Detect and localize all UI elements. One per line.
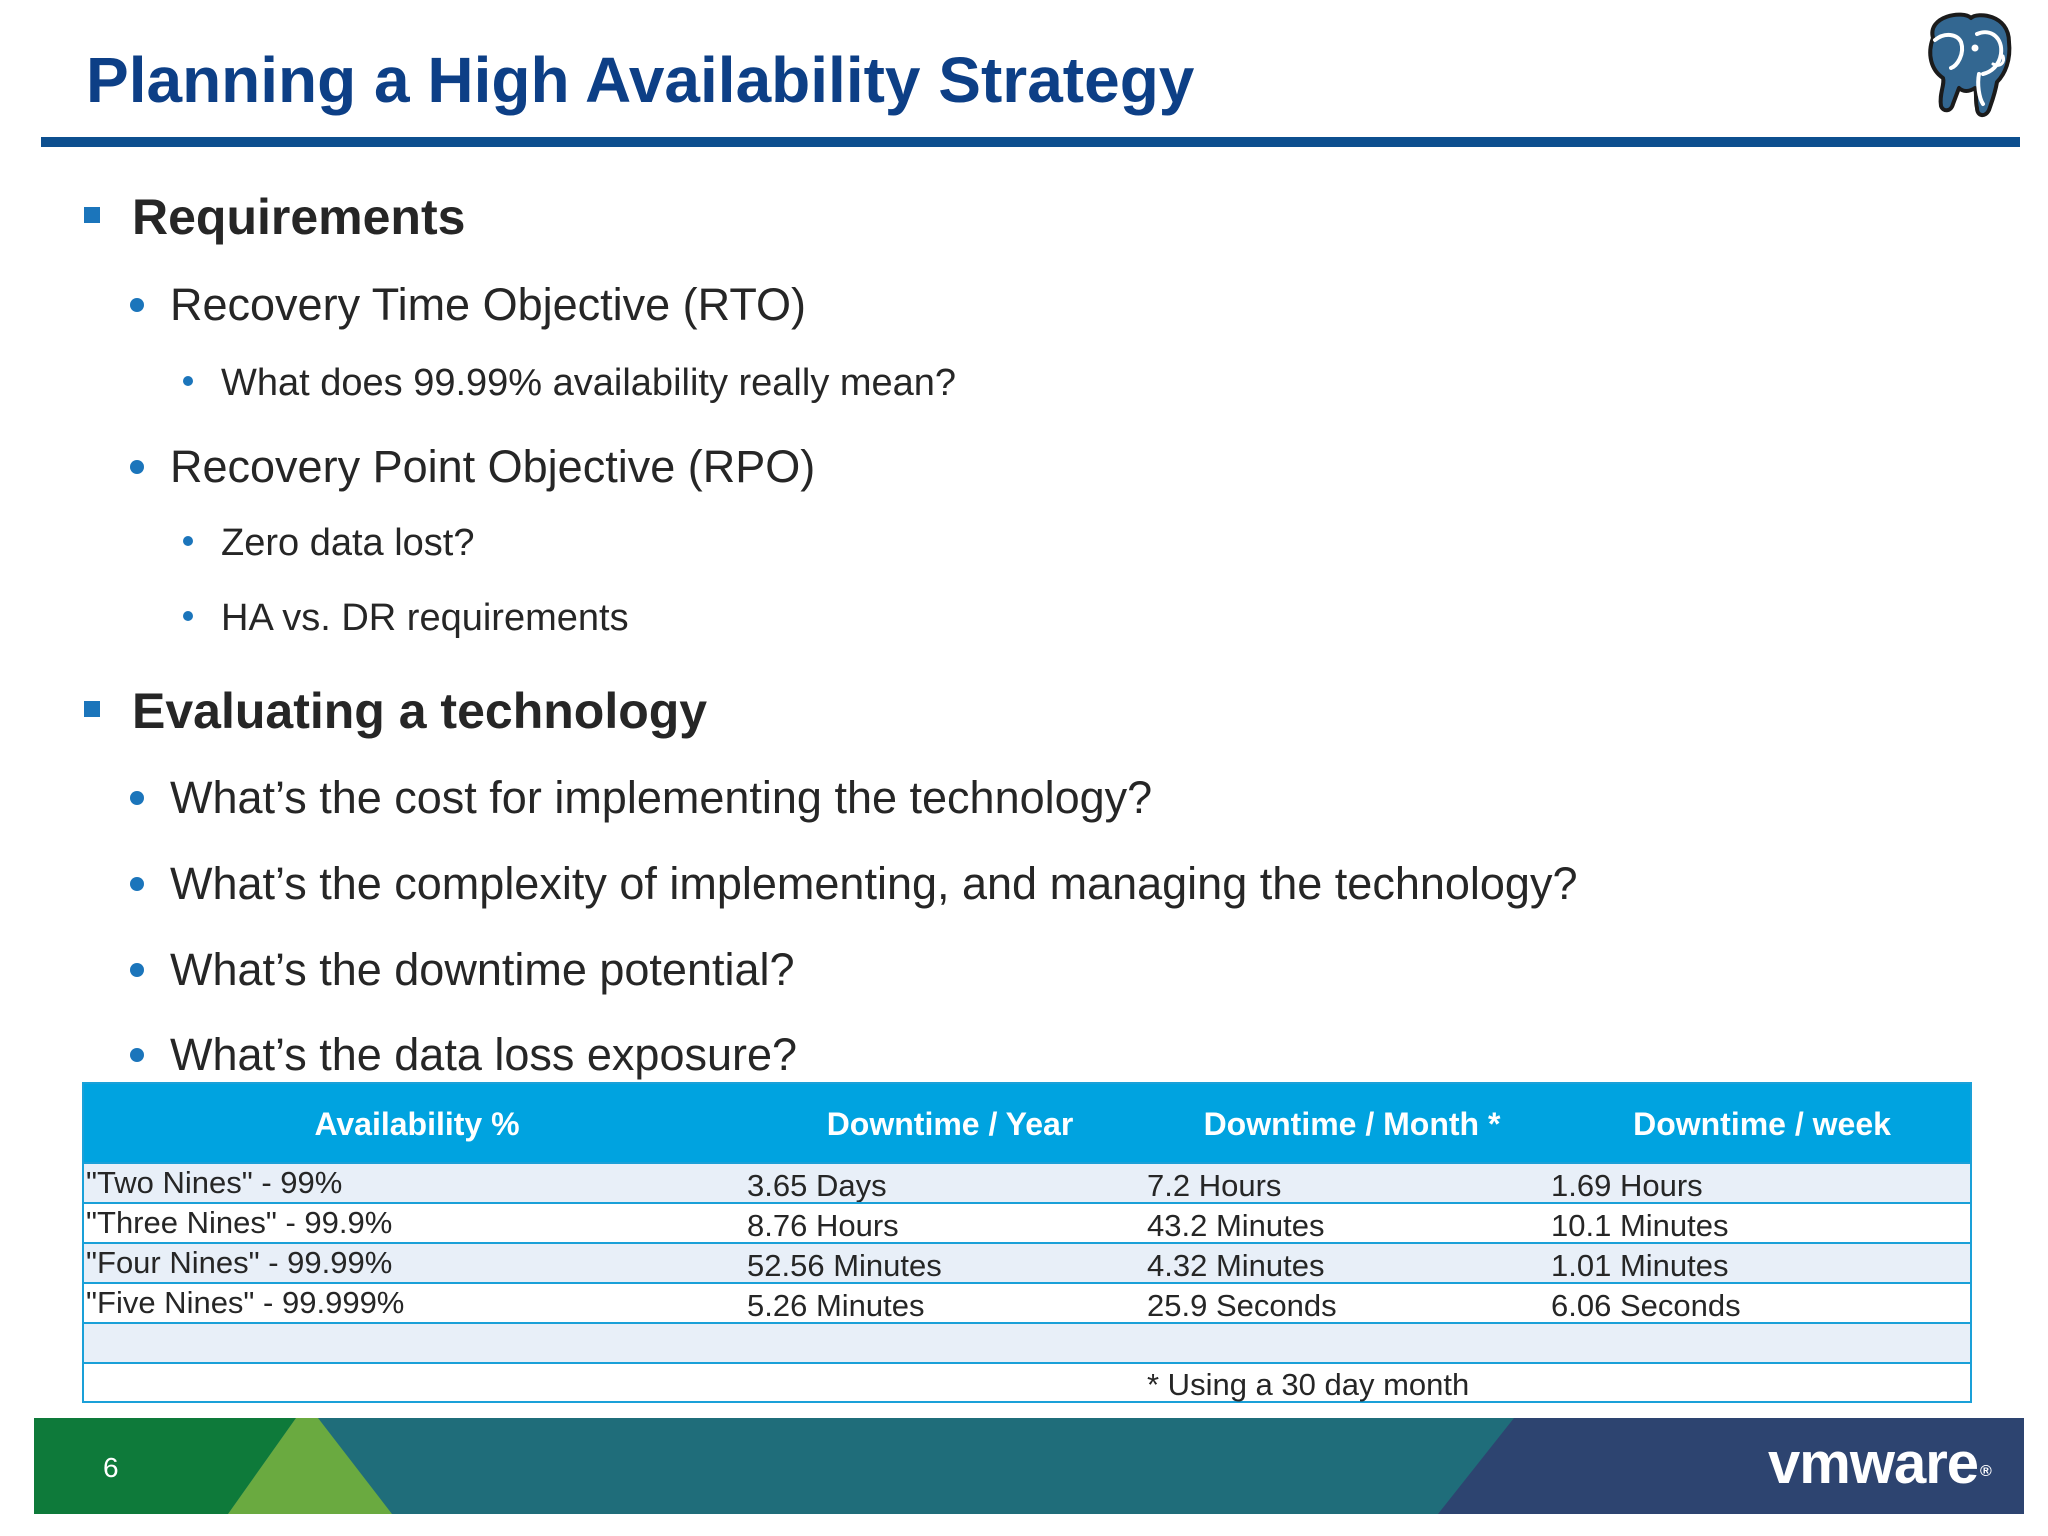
list-item-text: Recovery Point Objective (RPO) [170,441,816,492]
sub-list-item-text: HA vs. DR requirements [221,597,629,639]
vmware-logo: vmware ® [1768,1431,1992,1496]
table-cell: 7.2 Hours [1147,1168,1282,1203]
sub-list-item-text: What does 99.99% availability really mea… [221,362,957,404]
list-item-text: What’s the cost for implementing the tec… [170,772,1153,823]
page-number: 6 [103,1452,119,1483]
table-cell: 10.1 Minutes [1551,1208,1729,1243]
bullet-icon [130,877,144,891]
title-divider [41,137,2020,147]
table-footnote: * Using a 30 day month [1147,1367,1470,1402]
table-cell: "Two Nines" - 99% [86,1165,343,1200]
bullet-icon [130,298,144,312]
sub-list-item-text: Zero data lost? [221,522,475,564]
table-header-row: Availability % Downtime / Year Downtime … [84,1084,1970,1164]
table-cell: 3.65 Days [747,1168,887,1203]
table-row: "Two Nines" - 99% 3.65 Days 7.2 Hours 1.… [84,1162,1970,1203]
table-row-footnote: * Using a 30 day month [84,1362,1970,1402]
brand-wordmark: vmware [1768,1431,1979,1496]
bullet-icon [130,963,144,977]
table-cell: 6.06 Seconds [1551,1288,1741,1323]
table-header-cell: Availability % [314,1106,520,1142]
table-row: "Five Nines" - 99.999% 5.26 Minutes 25.9… [84,1282,1970,1323]
table-row: "Four Nines" - 99.99% 52.56 Minutes 4.32… [84,1242,1970,1283]
table-row-empty [84,1322,1970,1362]
table-cell: 25.9 Seconds [1147,1288,1337,1323]
table-cell: "Four Nines" - 99.99% [86,1245,393,1280]
availability-table: Availability % Downtime / Year Downtime … [82,1082,1972,1403]
table-cell: 8.76 Hours [747,1208,899,1243]
table-cell: "Three Nines" - 99.9% [86,1205,393,1240]
bullet-icon [183,536,193,546]
table-header-cell: Downtime / Month * [1203,1106,1501,1142]
slide-title: Planning a High Availability Strategy [86,44,1195,116]
bullet-icon [130,460,144,474]
table-cell: 52.56 Minutes [747,1248,942,1283]
bullet-icon [183,611,193,621]
postgresql-elephant-icon [1928,12,2012,117]
bullet-icon [130,1048,144,1062]
table-row: "Three Nines" - 99.9% 8.76 Hours 43.2 Mi… [84,1202,1970,1243]
table-cell: 1.01 Minutes [1551,1248,1729,1283]
section-heading: Requirements [132,189,466,245]
bullet-icon [183,376,193,386]
table-header-cell: Downtime / Year [826,1106,1074,1142]
square-bullet-icon [84,701,100,717]
footer-banner [34,1418,2024,1514]
list-item-text: What’s the data loss exposure? [170,1029,798,1080]
table-cell: 43.2 Minutes [1147,1208,1325,1243]
table-cell: 5.26 Minutes [747,1288,925,1323]
list-item-text: What’s the complexity of implementing, a… [170,858,1578,909]
registered-mark: ® [1980,1463,1992,1480]
list-item-text: What’s the downtime potential? [170,944,795,995]
section-heading: Evaluating a technology [132,683,708,739]
table-header-cell: Downtime / week [1633,1106,1891,1142]
square-bullet-icon [84,207,100,223]
table-cell: 1.69 Hours [1551,1168,1703,1203]
table-cell: 4.32 Minutes [1147,1248,1325,1283]
list-item-text: Recovery Time Objective (RTO) [170,279,806,330]
bullet-icon [130,791,144,805]
table-cell: "Five Nines" - 99.999% [86,1285,405,1320]
